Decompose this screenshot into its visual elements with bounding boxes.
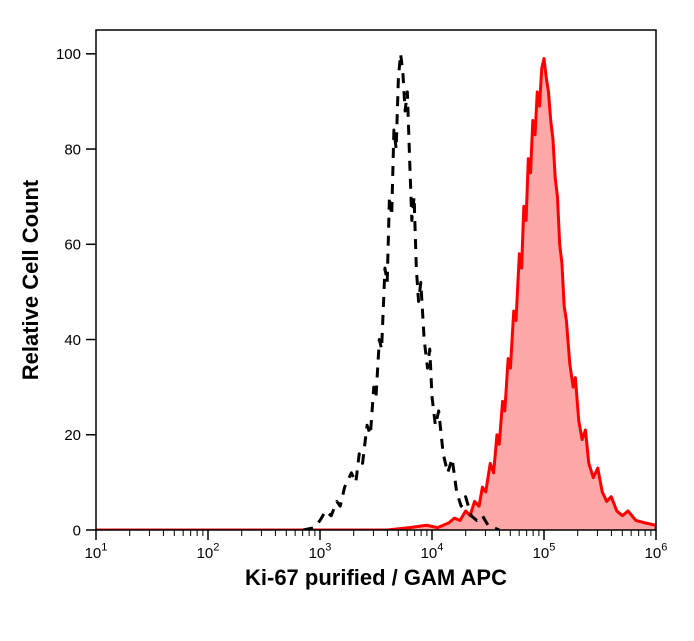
flow-cytometry-histogram: 101102103104105106Ki-67 purified / GAM A… (0, 0, 694, 641)
chart-svg: 101102103104105106Ki-67 purified / GAM A… (0, 0, 694, 641)
y-axis-label: Relative Cell Count (18, 179, 43, 380)
y-tick-label: 100 (56, 46, 81, 63)
y-tick-label: 20 (64, 427, 81, 444)
y-tick-label: 80 (64, 141, 81, 158)
y-tick-label: 0 (73, 522, 81, 539)
x-axis-label: Ki-67 purified / GAM APC (245, 565, 507, 590)
y-tick-label: 40 (64, 332, 81, 349)
y-tick-label: 60 (64, 237, 81, 254)
